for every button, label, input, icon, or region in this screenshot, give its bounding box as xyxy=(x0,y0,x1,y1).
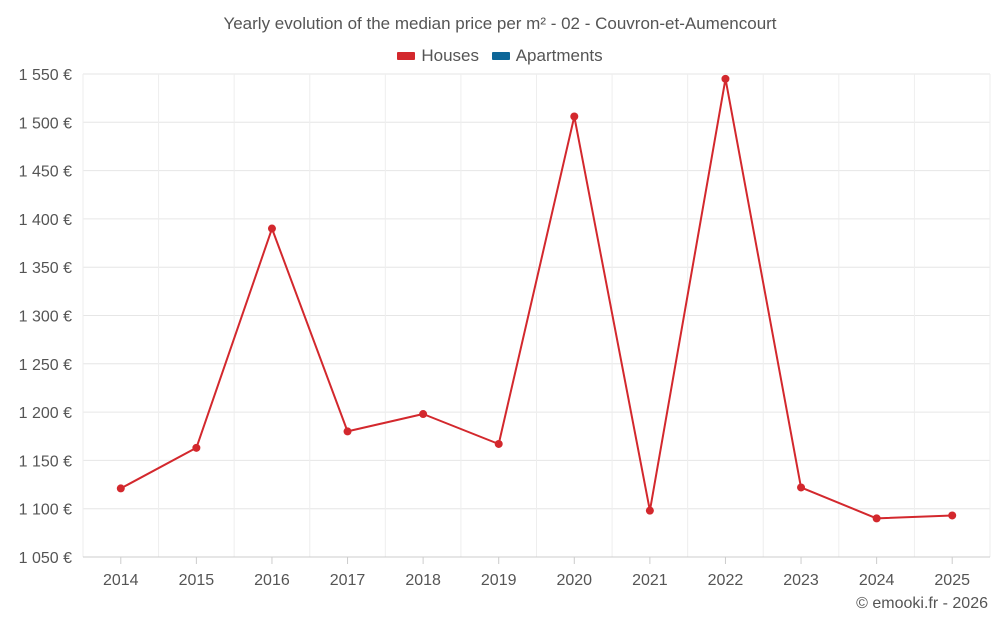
data-point xyxy=(721,74,730,83)
x-tick-label: 2017 xyxy=(330,572,366,589)
y-tick-label: 1 050 € xyxy=(19,550,72,567)
footer-copyright: © emooki.fr - 2026 xyxy=(856,595,988,612)
data-point xyxy=(343,427,352,436)
data-point xyxy=(797,483,806,492)
x-tick-label: 2016 xyxy=(254,572,290,589)
y-tick-label: 1 450 € xyxy=(19,164,72,181)
y-tick-label: 1 550 € xyxy=(19,67,72,84)
legend-item-apartments[interactable]: Apartments xyxy=(491,46,603,66)
y-tick-label: 1 250 € xyxy=(19,357,72,374)
series-line-houses xyxy=(120,77,953,520)
x-tick-label: 2020 xyxy=(556,572,592,589)
data-point xyxy=(645,506,654,515)
legend-swatch-apartments xyxy=(491,52,510,60)
legend-swatch-houses xyxy=(397,52,416,60)
y-tick-label: 1 200 € xyxy=(19,405,72,422)
x-tick-label: 2025 xyxy=(934,572,970,589)
legend: Houses Apartments xyxy=(0,45,1000,66)
data-point xyxy=(419,410,428,419)
x-tick-label: 2018 xyxy=(405,572,441,589)
y-tick-label: 1 500 € xyxy=(19,115,72,132)
legend-item-houses[interactable]: Houses xyxy=(397,46,479,66)
data-point xyxy=(948,511,957,520)
y-tick-label: 1 150 € xyxy=(19,453,72,470)
x-tick-label: 2024 xyxy=(859,572,895,589)
data-point xyxy=(192,443,201,452)
data-point xyxy=(116,484,125,493)
y-tick-label: 1 100 € xyxy=(19,502,72,519)
x-tick-label: 2015 xyxy=(179,572,215,589)
data-point xyxy=(872,514,881,523)
chart-title: Yearly evolution of the median price per… xyxy=(223,14,777,33)
x-tick-label: 2021 xyxy=(632,572,668,589)
data-point xyxy=(267,224,276,233)
x-tick-label: 2019 xyxy=(481,572,517,589)
y-tick-label: 1 400 € xyxy=(19,212,72,229)
x-tick-label: 2014 xyxy=(103,572,139,589)
y-tick-label: 1 300 € xyxy=(19,309,72,326)
y-tick-label: 1 350 € xyxy=(19,260,72,277)
x-tick-label: 2022 xyxy=(708,572,744,589)
legend-label-apartments: Apartments xyxy=(515,46,603,65)
data-point xyxy=(494,439,503,448)
data-point xyxy=(570,112,579,121)
x-tick-label: 2023 xyxy=(783,572,819,589)
legend-label-houses: Houses xyxy=(421,46,479,65)
